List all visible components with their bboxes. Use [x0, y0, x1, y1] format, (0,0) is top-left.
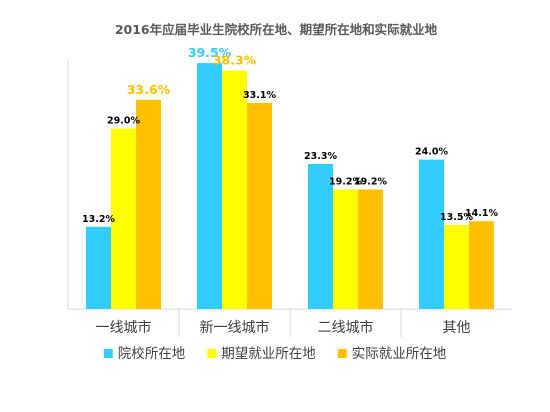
bar-2-2 — [222, 70, 247, 309]
value-label-1-1: 13.2% — [82, 214, 115, 225]
bar-2-3 — [333, 189, 358, 309]
value-label-2-4: 13.5% — [440, 212, 473, 223]
value-label-3-2: 33.1% — [243, 90, 276, 101]
bar-2-1 — [111, 128, 136, 309]
bars-group — [86, 63, 494, 309]
bar-3-2 — [247, 103, 272, 309]
bar-1-2 — [197, 63, 222, 309]
category-ticks-group: 一线城市 新一线城市 二线城市 其他 — [96, 309, 471, 337]
legend-label-2: 期望就业所在地 — [221, 346, 316, 362]
category-label-4: 其他 — [443, 320, 471, 336]
chart-title: 2016年应届毕业生院校所在地、期望所在地和实际就业地 — [115, 22, 438, 37]
bar-3-1 — [136, 99, 161, 309]
legend-label-1: 院校所在地 — [118, 345, 186, 362]
value-label-3-1: 33.6% — [127, 82, 171, 97]
legend-label-3: 实际就业所在地 — [352, 346, 447, 362]
value-label-1-3: 23.3% — [304, 151, 337, 162]
bar-1-3 — [308, 164, 333, 309]
value-label-3-4: 14.1% — [465, 208, 498, 219]
category-label-2: 新一线城市 — [200, 319, 270, 336]
legend-swatch-3 — [337, 349, 347, 358]
category-label-3: 二线城市 — [318, 319, 374, 336]
category-label-1: 一线城市 — [96, 319, 152, 336]
value-labels-group: 13.2% 29.0% 33.6% 39.5%38.3% 33.1% 23.3% 19.2%… — [82, 45, 498, 225]
value-label-1-2: 39.5% — [188, 45, 232, 60]
legend-swatch-2 — [207, 349, 217, 358]
value-label-1-4: 24.0% — [415, 147, 448, 158]
bar-3-3 — [358, 189, 383, 309]
bar-2-4 — [444, 225, 469, 309]
value-label-3-3: 19.2% — [354, 177, 387, 188]
bar-1-1 — [86, 226, 111, 309]
bar-1-4 — [419, 159, 444, 309]
legend: 院校所在地 期望就业所在地 实际就业所在地 — [103, 345, 447, 362]
legend-swatch-1 — [103, 349, 113, 358]
value-label-2-1: 29.0% — [107, 116, 140, 127]
value-label-2-2: 38.3% — [213, 53, 257, 68]
value-label-2-3: 19.2% — [329, 177, 362, 188]
bar-3-4 — [469, 221, 494, 309]
